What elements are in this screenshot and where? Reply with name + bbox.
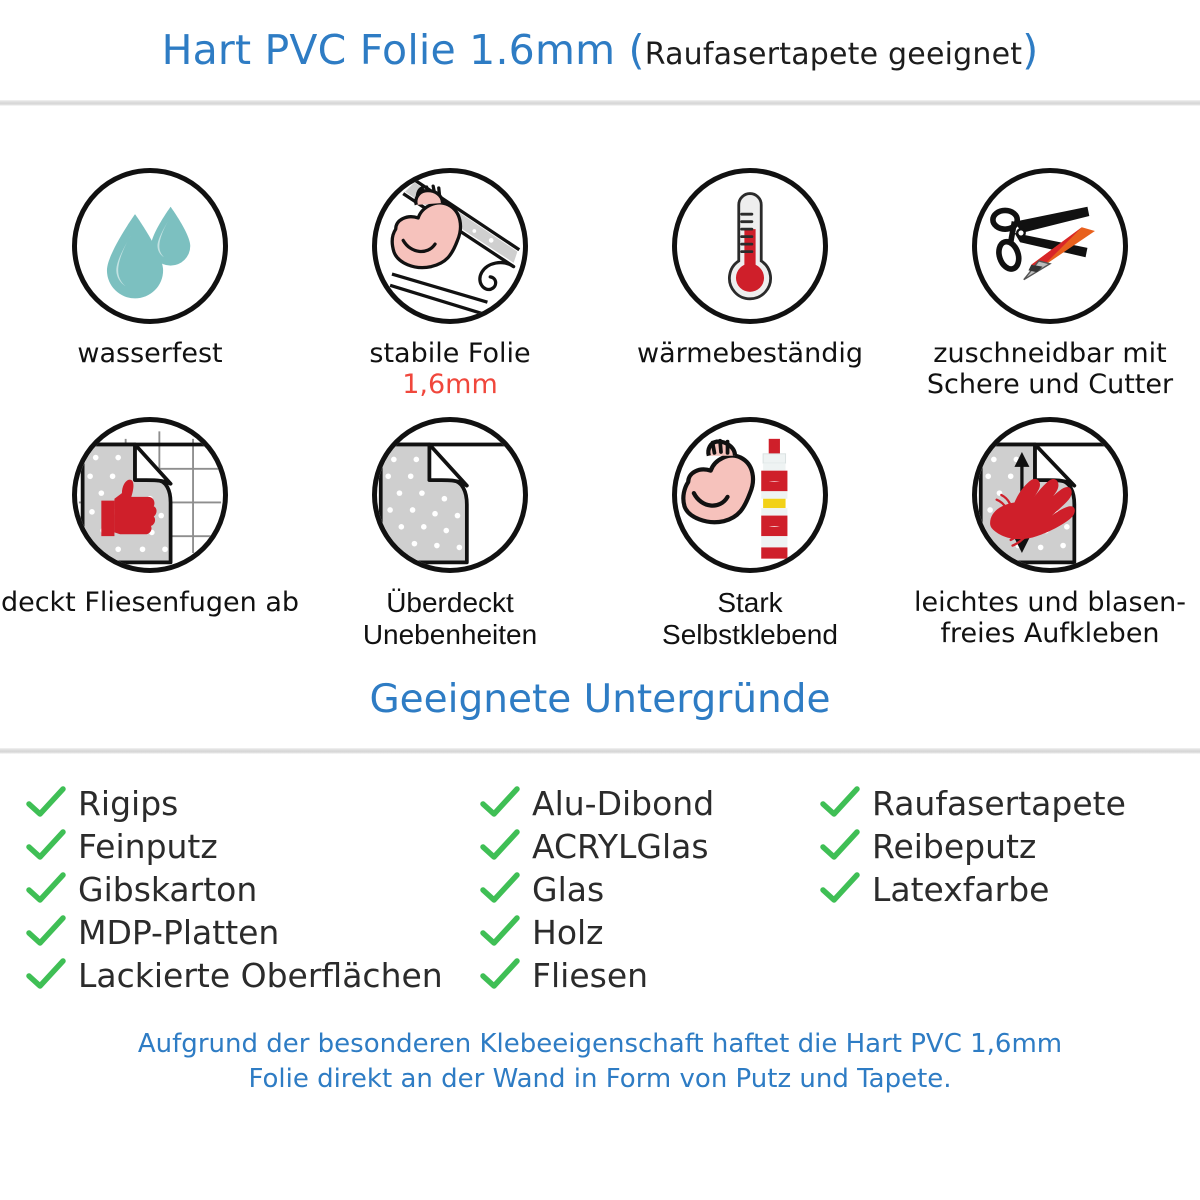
checklist-column-1: Rigips Feinputz Gibskarton MDP-Platten L… (0, 782, 480, 997)
check-icon (480, 786, 520, 817)
check-icon (26, 829, 66, 860)
footer-note-line-2: Folie direkt an der Wand in Form von Put… (248, 1063, 952, 1094)
check-icon (26, 958, 66, 989)
feature-label: stabile Folie 1,6mm (369, 338, 531, 401)
hand-smoothing-icon (972, 416, 1128, 573)
checklist-column-3: Raufasertapete Reibeputz Latexfarbe (820, 782, 1200, 997)
feature-label: zuschneidbar mit Schere und Cutter (926, 338, 1174, 401)
check-icon (820, 786, 860, 817)
peeling-film-icon (372, 416, 528, 573)
feature-selbstklebend: Stark Selbstklebend (600, 416, 900, 652)
feature-unebenheiten: Überdeckt Unebenheiten (300, 416, 600, 652)
section-heading: Geeignete Untergründe (0, 652, 1200, 748)
scissors-cutter-icon (972, 168, 1128, 324)
list-item[interactable]: Holz (480, 911, 820, 954)
list-item[interactable]: Gibskarton (26, 868, 480, 911)
check-icon (820, 829, 860, 860)
feature-waermebestaendig: wärmebeständig (600, 168, 900, 401)
feature-row-1: wasserfest (0, 106, 1200, 401)
feature-wasserfest: wasserfest (0, 168, 300, 401)
list-item[interactable]: Raufasertapete (820, 782, 1200, 825)
list-item-label: Latexfarbe (872, 869, 1050, 909)
substrate-checklist: Rigips Feinputz Gibskarton MDP-Platten L… (0, 754, 1200, 997)
feature-sublabel: 1,6mm (402, 369, 498, 401)
list-item[interactable]: Lackierte Oberflächen (26, 954, 480, 997)
page-title: Hart PVC Folie 1.6mm (Raufasertapete gee… (162, 26, 1039, 74)
thumbs-up-tile-icon (72, 416, 228, 573)
feature-label: wasserfest (77, 338, 223, 369)
check-icon (480, 829, 520, 860)
feature-label: Überdeckt Unebenheiten (362, 586, 538, 651)
title-main: Hart PVC Folie 1.6mm (161, 26, 629, 74)
check-icon (26, 786, 66, 817)
list-item-label: Holz (532, 912, 604, 952)
thermometer-icon (672, 168, 828, 324)
feature-stabile-folie: stabile Folie 1,6mm (300, 168, 600, 401)
check-icon (26, 915, 66, 946)
list-item-label: Raufasertapete (872, 783, 1126, 823)
footer-note: Aufgrund der besonderen Klebeeigenschaft… (0, 1027, 1200, 1097)
title-subtitle: Raufasertapete geeignet (644, 37, 1023, 72)
check-icon (820, 872, 860, 903)
feature-grid: wasserfest (0, 106, 1200, 652)
list-item-label: Fliesen (532, 955, 649, 995)
list-item[interactable]: ACRYLGlas (480, 825, 820, 868)
footer-note-line-1: Aufgrund der besonderen Klebeeigenschaft… (137, 1028, 1063, 1059)
list-item-label: ACRYLGlas (532, 826, 709, 866)
list-item[interactable]: Rigips (26, 782, 480, 825)
list-item-label: Gibskarton (78, 869, 258, 909)
feature-zuschneidbar: zuschneidbar mit Schere und Cutter (900, 168, 1200, 401)
feature-label: leichtes und blasen- freies Aufkleben (913, 586, 1187, 649)
list-item[interactable]: Latexfarbe (820, 868, 1200, 911)
divider-top (0, 100, 1200, 106)
title-paren-open: ( (628, 26, 645, 74)
check-icon (480, 958, 520, 989)
list-item[interactable]: MDP-Platten (26, 911, 480, 954)
list-item-label: Glas (532, 869, 605, 909)
title-paren-close: ) (1022, 26, 1039, 74)
header: Hart PVC Folie 1.6mm (Raufasertapete gee… (0, 0, 1200, 100)
section-heading-text: Geeignete Untergründe (369, 677, 831, 723)
check-icon (480, 872, 520, 903)
list-item-label: Lackierte Oberflächen (78, 955, 443, 995)
check-icon (480, 915, 520, 946)
feature-row-2: deckt Fliesenfugen ab (0, 401, 1200, 652)
checklist-column-2: Alu-Dibond ACRYLGlas Glas Holz Fliesen (480, 782, 820, 997)
list-item[interactable]: Feinputz (26, 825, 480, 868)
list-item-label: MDP-Platten (78, 912, 280, 952)
feature-aufkleben: leichtes und blasen- freies Aufkleben (900, 416, 1200, 652)
list-item-label: Reibeputz (872, 826, 1037, 866)
feature-label: Stark Selbstklebend (662, 586, 838, 651)
arm-glue-tube-icon (672, 416, 828, 573)
feature-label: wärmebeständig (636, 338, 863, 369)
feature-fliesenfugen: deckt Fliesenfugen ab (0, 416, 300, 652)
list-item-label: Feinputz (78, 826, 218, 866)
list-item-label: Rigips (78, 783, 179, 823)
list-item[interactable]: Fliesen (480, 954, 820, 997)
flexing-arm-film-icon (372, 168, 528, 324)
list-item[interactable]: Reibeputz (820, 825, 1200, 868)
water-drops-icon (72, 168, 228, 324)
check-icon (26, 872, 66, 903)
list-item-label: Alu-Dibond (532, 783, 715, 823)
feature-label: deckt Fliesenfugen ab (0, 586, 300, 618)
list-item[interactable]: Alu-Dibond (480, 782, 820, 825)
divider-bottom (0, 747, 1200, 754)
list-item[interactable]: Glas (480, 868, 820, 911)
